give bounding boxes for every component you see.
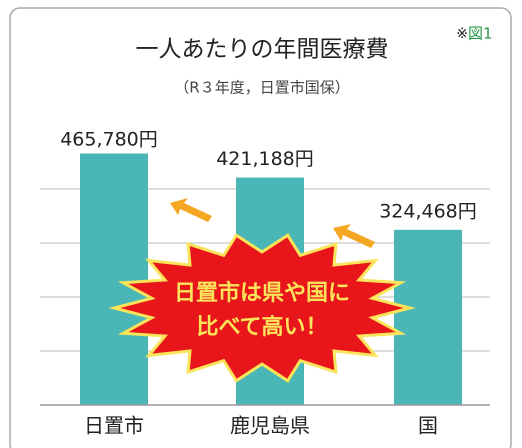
arrow: [170, 198, 212, 222]
value-label: 324,468円: [379, 200, 477, 222]
arrows: [170, 198, 375, 248]
note-mark: ※: [456, 26, 468, 42]
starburst: [108, 233, 416, 383]
arrow: [333, 224, 375, 248]
value-label: 421,188円: [216, 148, 314, 170]
chart-title: 一人あたりの年間医療費: [136, 37, 389, 63]
annotation-text: 日置市は県や国に: [174, 280, 350, 306]
value-label: 465,780円: [60, 129, 158, 151]
bar: [394, 229, 462, 405]
x-tick-label: 国: [418, 414, 438, 438]
chart-subtitle: （R３年度，日置市国保）: [174, 79, 349, 97]
bar: [80, 153, 148, 405]
annotation-text: 比べて高い！: [196, 314, 327, 340]
note: 図1: [468, 25, 493, 43]
x-tick-label: 日置市: [84, 414, 144, 438]
x-tick-label: 鹿児島県: [230, 414, 310, 438]
